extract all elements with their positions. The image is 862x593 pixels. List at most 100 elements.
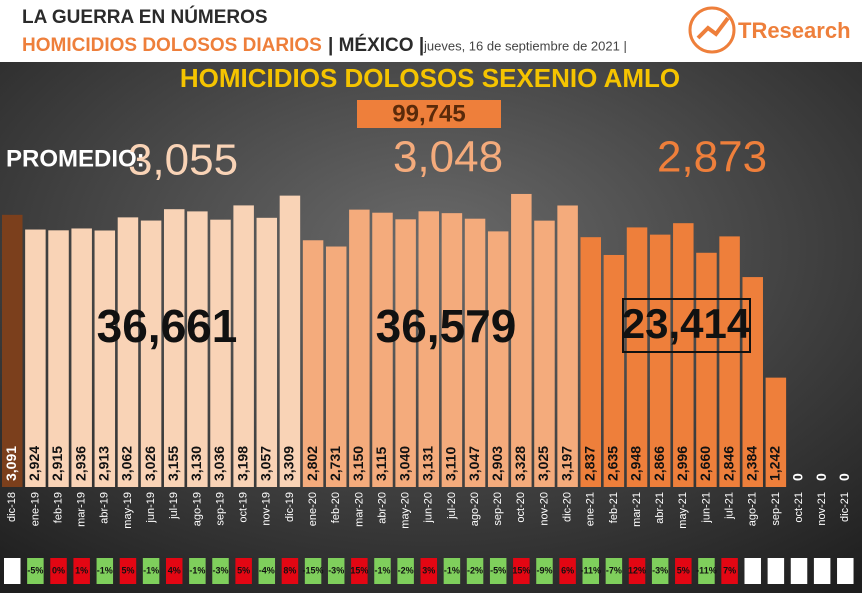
x-tick-label: ene-19 bbox=[29, 492, 41, 526]
value-label: 2,866 bbox=[651, 446, 667, 481]
x-tick-label: jun-21 bbox=[700, 492, 712, 524]
change-box bbox=[212, 558, 229, 584]
x-tick-label: ago-21 bbox=[747, 492, 759, 526]
change-label: -5% bbox=[490, 565, 506, 575]
period-total-box bbox=[622, 298, 751, 353]
header-country: | MÉXICO | bbox=[328, 34, 424, 56]
average-label: PROMEDIO: bbox=[6, 145, 145, 172]
change-label: 1% bbox=[75, 565, 88, 575]
change-box bbox=[420, 558, 438, 584]
value-label: 2,913 bbox=[96, 446, 112, 481]
average: 3,048 bbox=[393, 133, 503, 182]
change-box bbox=[165, 558, 183, 584]
change-label: 15% bbox=[350, 565, 368, 575]
x-tick-label: oct-19 bbox=[238, 492, 250, 523]
total: 99,745 bbox=[392, 100, 465, 127]
value-label: 3,040 bbox=[396, 446, 412, 481]
value-label: 1,242 bbox=[767, 446, 783, 481]
value-label: 3,110 bbox=[443, 447, 459, 481]
value-label: 3,047 bbox=[466, 446, 482, 481]
bar bbox=[464, 218, 486, 488]
value-label: 3,057 bbox=[257, 446, 273, 481]
value-label: 3,115 bbox=[373, 447, 389, 481]
value-label: 2,384 bbox=[743, 446, 759, 481]
x-tick-label: may-20 bbox=[400, 492, 412, 529]
x-tick-label: nov-19 bbox=[261, 492, 273, 526]
value-label: 2,731 bbox=[327, 446, 343, 481]
change-label: 12% bbox=[628, 565, 646, 575]
value-label: 2,996 bbox=[674, 446, 690, 481]
change-box bbox=[559, 558, 576, 584]
change-label: -3% bbox=[328, 565, 344, 575]
change-box bbox=[258, 558, 276, 584]
period-total: 23,414 bbox=[622, 300, 751, 347]
change-box bbox=[721, 558, 738, 584]
bar bbox=[511, 193, 532, 487]
value-label: 3,328 bbox=[512, 446, 528, 481]
bar bbox=[626, 227, 648, 487]
change-label: -7% bbox=[606, 565, 622, 575]
bar bbox=[187, 211, 208, 487]
x-tick-label: jun-19 bbox=[145, 492, 157, 524]
x-tick-label: dic-19 bbox=[284, 492, 296, 522]
x-tick-label: mar-21 bbox=[631, 492, 643, 527]
bar bbox=[603, 254, 625, 487]
change-box bbox=[837, 558, 854, 584]
change-label: 0% bbox=[52, 565, 65, 575]
header-subtitle: HOMICIDIOS DOLOSOS DIARIOS bbox=[22, 35, 322, 56]
value-label: 2,948 bbox=[628, 446, 644, 481]
change-label: -2% bbox=[467, 565, 483, 575]
x-tick-label: sep-21 bbox=[770, 492, 782, 526]
change-box bbox=[582, 558, 599, 584]
x-tick-label: ago-19 bbox=[191, 492, 203, 526]
change-box bbox=[790, 558, 808, 584]
value-label: 3,197 bbox=[558, 446, 574, 481]
change-label: 6% bbox=[561, 565, 574, 575]
x-tick-label: mar-20 bbox=[353, 492, 365, 527]
value-label: 0 bbox=[790, 473, 806, 481]
change-box bbox=[744, 558, 761, 584]
change-label: -9% bbox=[536, 565, 552, 575]
bar bbox=[487, 231, 509, 487]
change-box bbox=[189, 558, 206, 584]
x-tick-label: dic-18 bbox=[6, 492, 18, 522]
change-label: -3% bbox=[652, 565, 668, 575]
change-box bbox=[651, 558, 669, 584]
change-box bbox=[489, 558, 507, 584]
average: 2,873 bbox=[657, 133, 767, 182]
value-label: 3,091 bbox=[3, 446, 19, 481]
value-label: 2,802 bbox=[304, 446, 320, 481]
x-tick-label: oct-20 bbox=[515, 492, 527, 523]
change-box bbox=[397, 558, 414, 584]
x-tick-label: feb-20 bbox=[330, 492, 342, 523]
bar bbox=[534, 220, 555, 487]
value-label: 2,660 bbox=[697, 446, 713, 481]
change-label: 4% bbox=[168, 565, 181, 575]
change-box bbox=[4, 558, 21, 584]
value-label: 3,036 bbox=[211, 446, 227, 481]
change-label: 5% bbox=[121, 565, 134, 575]
value-label: 0 bbox=[813, 473, 829, 481]
bar bbox=[279, 195, 301, 488]
bar bbox=[233, 205, 254, 488]
change-box bbox=[813, 558, 831, 584]
bar bbox=[580, 237, 601, 487]
value-label: 3,025 bbox=[535, 446, 551, 481]
bar bbox=[649, 234, 671, 487]
change-box bbox=[536, 558, 553, 584]
bar bbox=[696, 252, 717, 487]
value-label: 2,635 bbox=[605, 446, 621, 481]
period-total: 36,661 bbox=[97, 300, 238, 352]
bar bbox=[441, 213, 463, 487]
x-tick-label: jul-19 bbox=[168, 492, 180, 520]
x-tick-label: nov-20 bbox=[538, 492, 550, 526]
bar bbox=[94, 230, 116, 487]
change-box bbox=[698, 558, 715, 584]
change-label: -4% bbox=[259, 565, 275, 575]
change-label: 7% bbox=[723, 565, 736, 575]
change-box bbox=[605, 558, 623, 584]
change-box bbox=[142, 558, 160, 584]
change-box bbox=[281, 558, 299, 584]
bar bbox=[302, 240, 324, 487]
change-box bbox=[304, 558, 322, 584]
